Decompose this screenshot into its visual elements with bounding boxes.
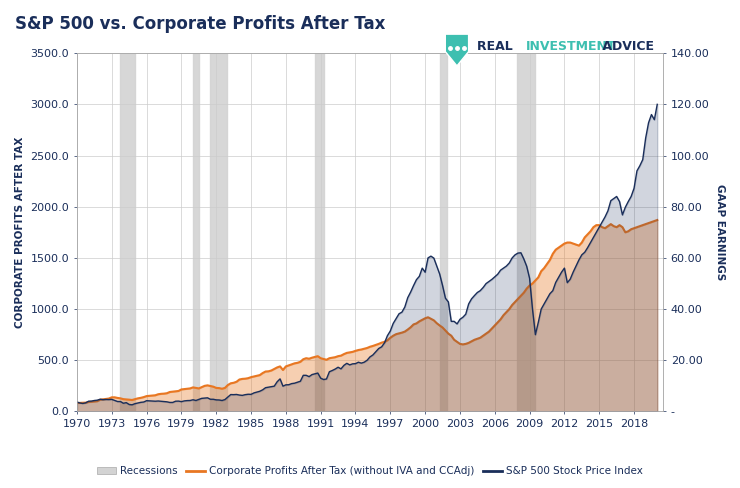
Y-axis label: GAAP EARNINGS: GAAP EARNINGS (715, 184, 725, 281)
PathPatch shape (445, 34, 468, 66)
Bar (440, 53, 447, 411)
Bar (193, 53, 199, 411)
Y-axis label: CORPORATE PROFITS AFTER TAX: CORPORATE PROFITS AFTER TAX (15, 137, 25, 328)
Bar (517, 53, 535, 411)
Text: INVESTMENT: INVESTMENT (525, 40, 616, 53)
Legend: Recessions, Corporate Profits After Tax (without IVA and CCAdj), S&P 500 Stock P: Recessions, Corporate Profits After Tax … (93, 462, 647, 480)
Text: S&P 500 vs. Corporate Profits After Tax: S&P 500 vs. Corporate Profits After Tax (15, 15, 386, 33)
Text: ADVICE: ADVICE (598, 40, 654, 53)
Bar (210, 53, 226, 411)
Bar (121, 53, 135, 411)
Bar (315, 53, 323, 411)
Text: REAL: REAL (477, 40, 517, 53)
